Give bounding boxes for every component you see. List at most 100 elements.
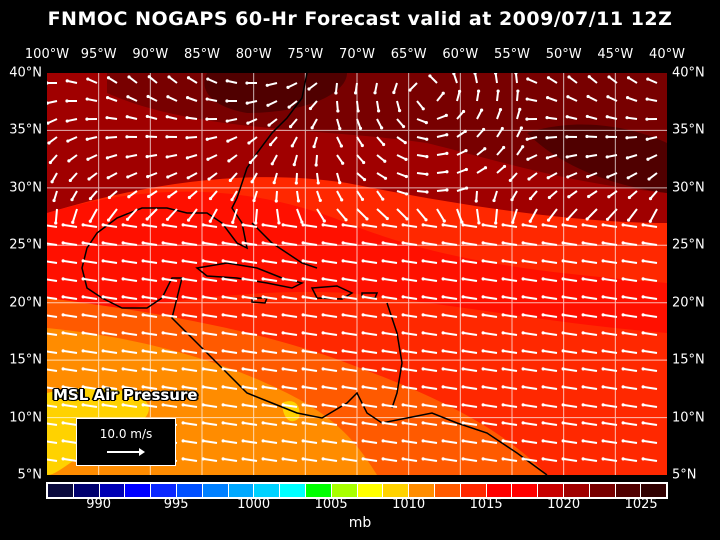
wind-arrow <box>516 146 524 156</box>
wind-arrow <box>334 82 338 94</box>
wind-arrow-head <box>321 385 325 389</box>
colorbar-label: 1000 <box>237 497 271 512</box>
wind-arrow <box>363 331 378 336</box>
wind-arrow <box>223 259 238 264</box>
wind-arrow-head <box>586 94 590 99</box>
wind-arrow-head <box>61 313 65 317</box>
wind-arrow-head <box>65 79 69 83</box>
wind-arrow <box>583 457 598 462</box>
wind-arrow-head <box>461 421 465 425</box>
wind-arrow <box>583 277 598 282</box>
wind-arrow-head <box>421 331 425 335</box>
wind-arrow-head <box>508 178 512 183</box>
wind-arrow <box>168 190 178 198</box>
wind-arrow <box>83 223 98 228</box>
wind-arrow <box>63 457 78 462</box>
wind-arrow <box>463 367 478 372</box>
wind-arrow-head <box>461 259 465 263</box>
wind-arrow-head <box>621 259 625 263</box>
wind-arrow-head <box>464 149 468 153</box>
wind-arrow-head <box>338 181 342 185</box>
wind-arrow <box>547 154 558 159</box>
wind-arrow <box>288 100 298 108</box>
wind-arrow <box>203 259 218 264</box>
wind-arrow-head <box>87 177 91 181</box>
wind-arrow-head <box>301 313 305 317</box>
wind-arrow-head <box>341 313 345 317</box>
wind-arrow-head <box>605 115 609 119</box>
wind-arrow-head <box>601 421 605 425</box>
wind-arrow <box>547 96 558 102</box>
wind-arrow <box>47 242 58 246</box>
wind-arrow <box>623 457 638 462</box>
wind-arrow <box>71 208 78 223</box>
wind-arrow-head <box>166 175 170 179</box>
wind-arrow-head <box>385 216 389 221</box>
lat-label-right: 20°N <box>672 295 705 311</box>
wind-arrow-head <box>228 178 232 183</box>
wind-arrow <box>223 295 238 300</box>
wind-arrow <box>296 190 300 202</box>
wind-arrow-head <box>261 439 265 443</box>
wind-arrow <box>303 439 318 444</box>
wind-arrow-head <box>308 106 313 111</box>
lon-label: 100°W <box>24 47 70 62</box>
colorbar-swatch <box>228 484 254 497</box>
wind-arrow-head <box>587 75 591 79</box>
wind-arrow <box>463 295 478 300</box>
wind-arrow <box>303 223 318 228</box>
wind-arrow-head <box>321 223 325 227</box>
wind-arrow-head <box>201 439 205 443</box>
wind-arrow-head <box>381 331 385 335</box>
wind-arrow <box>603 421 618 426</box>
wind-arrow <box>563 313 578 318</box>
wind-arrow <box>253 190 258 201</box>
wind-arrow-head <box>81 385 85 389</box>
wind-arrow <box>583 259 598 264</box>
wind-arrow-head <box>645 137 649 141</box>
wind-arrow-head <box>201 277 205 281</box>
wind-arrow <box>183 259 198 264</box>
wind-arrow <box>436 92 445 102</box>
wind-arrow <box>416 172 428 176</box>
wind-arrow-head <box>221 457 225 461</box>
wind-arrow <box>311 118 318 129</box>
wind-arrow <box>403 295 418 300</box>
wind-arrow <box>47 100 58 105</box>
wind-arrow-head <box>541 349 545 353</box>
lat-label-left: 30°N <box>9 180 42 196</box>
wind-arrow-head <box>473 73 477 75</box>
wind-arrow-head <box>281 295 285 299</box>
wind-arrow <box>67 79 78 84</box>
wind-arrow <box>343 241 358 246</box>
wind-arrow <box>643 349 658 354</box>
wind-arrow-head <box>605 155 609 159</box>
wind-arrow-head <box>525 117 529 121</box>
wind-arrow-head <box>261 331 265 335</box>
wind-arrow <box>323 259 338 264</box>
wind-arrow-head <box>361 457 365 461</box>
wind-arrow-head <box>521 349 525 353</box>
wind-arrow-head <box>621 385 625 389</box>
wind-arrow <box>107 208 118 221</box>
wind-arrow-head <box>165 135 169 139</box>
wind-arrow-head <box>565 135 569 139</box>
wind-arrow <box>47 440 58 444</box>
wind-arrow <box>323 295 338 300</box>
wind-arrow <box>267 100 278 107</box>
wind-arrow <box>483 367 498 372</box>
wind-arrow <box>143 223 158 228</box>
wind-arrow <box>403 349 418 354</box>
wind-arrow-head <box>341 349 345 353</box>
wind-arrow <box>187 154 198 159</box>
wind-arrow <box>566 208 578 220</box>
wind-arrow <box>543 349 558 354</box>
wind-arrow-head <box>125 135 129 139</box>
wind-arrow <box>443 421 458 426</box>
colorbar-swatch <box>615 484 641 497</box>
wind-arrow-head <box>541 421 545 425</box>
wind-arrow-head <box>601 313 605 317</box>
wind-arrow <box>293 154 298 165</box>
wind-arrow <box>63 259 78 264</box>
wind-arrow <box>336 190 343 201</box>
